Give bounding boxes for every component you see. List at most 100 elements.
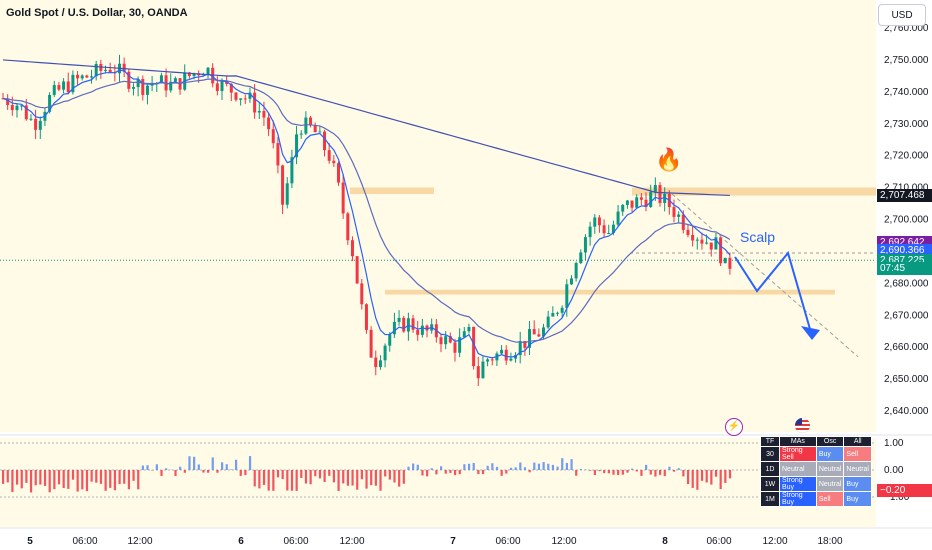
candle-body [583,237,587,253]
candle-body [560,307,564,313]
osc-bar [272,470,275,491]
osc-bar [90,470,93,482]
osc-bar [216,470,219,473]
osc-bar [500,470,503,476]
osc-bar [127,470,131,490]
candle-body [62,81,66,90]
lightning-icon[interactable]: ⚡ [725,418,743,436]
osc-bar [393,470,396,483]
candle-body [448,336,452,343]
osc-bar [626,470,629,473]
price-tick-label: 2,740.000 [884,87,929,98]
candle-body [360,283,364,305]
candle-body [364,304,368,330]
time-axis-label: 12:00 [127,536,152,547]
candle-body [206,67,210,75]
candle-body [518,341,522,356]
osc-bar [239,470,242,476]
osc-bar [57,470,61,485]
osc-bar [700,470,704,481]
candle-body [248,92,252,99]
osc-bar [15,470,19,485]
symbol-title[interactable]: Gold Spot / U.S. Dollar, 30, OANDA [6,7,188,19]
candle-body [555,312,559,314]
candle-body [374,357,378,368]
osc-bar [654,470,657,477]
candle-body [532,329,536,335]
osc-bar [188,456,191,470]
price-tick-label: 2,650.000 [884,374,929,385]
candle-body [29,118,33,120]
osc-bar [672,470,676,472]
osc-bar [318,470,322,479]
osc-bar [211,457,214,470]
time-axis-label: 8 [662,536,668,547]
candle-body [313,125,317,133]
osc-bar [123,470,126,484]
candle-body [444,336,448,345]
ta-all-cell: Buy [843,476,872,492]
osc-bar [81,470,84,490]
main-pane-bg [0,0,876,432]
osc-bar [360,470,363,480]
candle-body [262,111,266,118]
candle-body [332,160,336,164]
candle-body [658,185,662,203]
candle-body [336,163,340,183]
resistance-zone [632,187,876,196]
time-axis-label: 06:00 [283,536,308,547]
osc-bar [556,466,559,470]
zone-left [350,187,434,194]
price-tag: 2,707.468 [877,189,932,203]
osc-bar [533,462,536,470]
candle-body [579,252,583,264]
candle-body [76,74,80,79]
candle-body [355,256,359,284]
osc-tick-label: 1.00 [884,438,904,449]
candle-body [90,76,94,78]
candle-body [392,321,396,335]
osc-bar [323,470,326,483]
osc-bar [388,470,391,480]
ta-all-cell: Neutral [843,461,872,477]
osc-bar [202,470,205,473]
osc-bar [696,470,699,490]
osc-bar [342,470,345,484]
osc-bar [174,470,177,476]
candle-body [234,92,238,100]
osc-bar [346,470,350,486]
candle-body [48,94,52,112]
candle-body [681,214,685,230]
ta-row: 1D Neutral Neutral Neutral [760,461,872,477]
candle-body [486,359,490,362]
osc-bar [267,470,270,491]
osc-bar [244,470,247,476]
candle-body [225,81,229,84]
candle-body [453,342,457,353]
osc-bar [160,470,163,476]
osc-bar [25,470,28,483]
osc-bar [398,470,401,487]
osc-bar [95,470,98,483]
candle-body [220,81,224,92]
osc-bar [146,465,149,470]
candle-body [528,329,532,348]
candle-body [593,217,597,227]
ta-mas-cell: Strong Buy [779,491,817,507]
osc-bar [551,464,555,470]
osc-bar [2,470,5,484]
candle-body [388,334,392,346]
osc-bar [481,470,485,475]
time-axis-label: 7 [450,536,456,547]
candle-body [173,78,177,82]
candle-body [341,182,345,214]
candle-body [439,337,443,345]
us-flag-icon[interactable] [795,418,810,433]
candle-body [323,131,327,151]
currency-button[interactable]: USD [878,4,926,26]
candle-body [38,120,42,130]
osc-bar [85,470,89,492]
candle-body [15,105,19,111]
osc-bar [598,470,601,472]
